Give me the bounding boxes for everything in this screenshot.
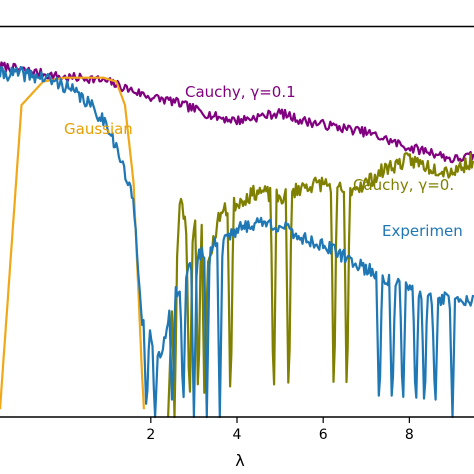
x-tick-label: 8	[405, 427, 414, 443]
label-cauchy-0: Cauchy, γ=0.	[353, 176, 454, 194]
x-axis-label: λ	[235, 451, 244, 470]
label-cauchy-0.1: Cauchy, γ=0.1	[185, 83, 296, 101]
label-gaussian: Gaussian	[64, 120, 133, 138]
series-line-4	[0, 65, 474, 419]
label-experiment: Experimen	[382, 222, 463, 240]
plot-area	[0, 61, 474, 419]
series-line-3	[167, 152, 474, 419]
x-ticks: 2 4 6 8	[146, 417, 414, 443]
x-tick-label: 6	[319, 427, 328, 443]
x-tick-label: 2	[146, 427, 155, 443]
series-line-2	[0, 76, 145, 410]
x-tick-label: 4	[233, 427, 242, 443]
